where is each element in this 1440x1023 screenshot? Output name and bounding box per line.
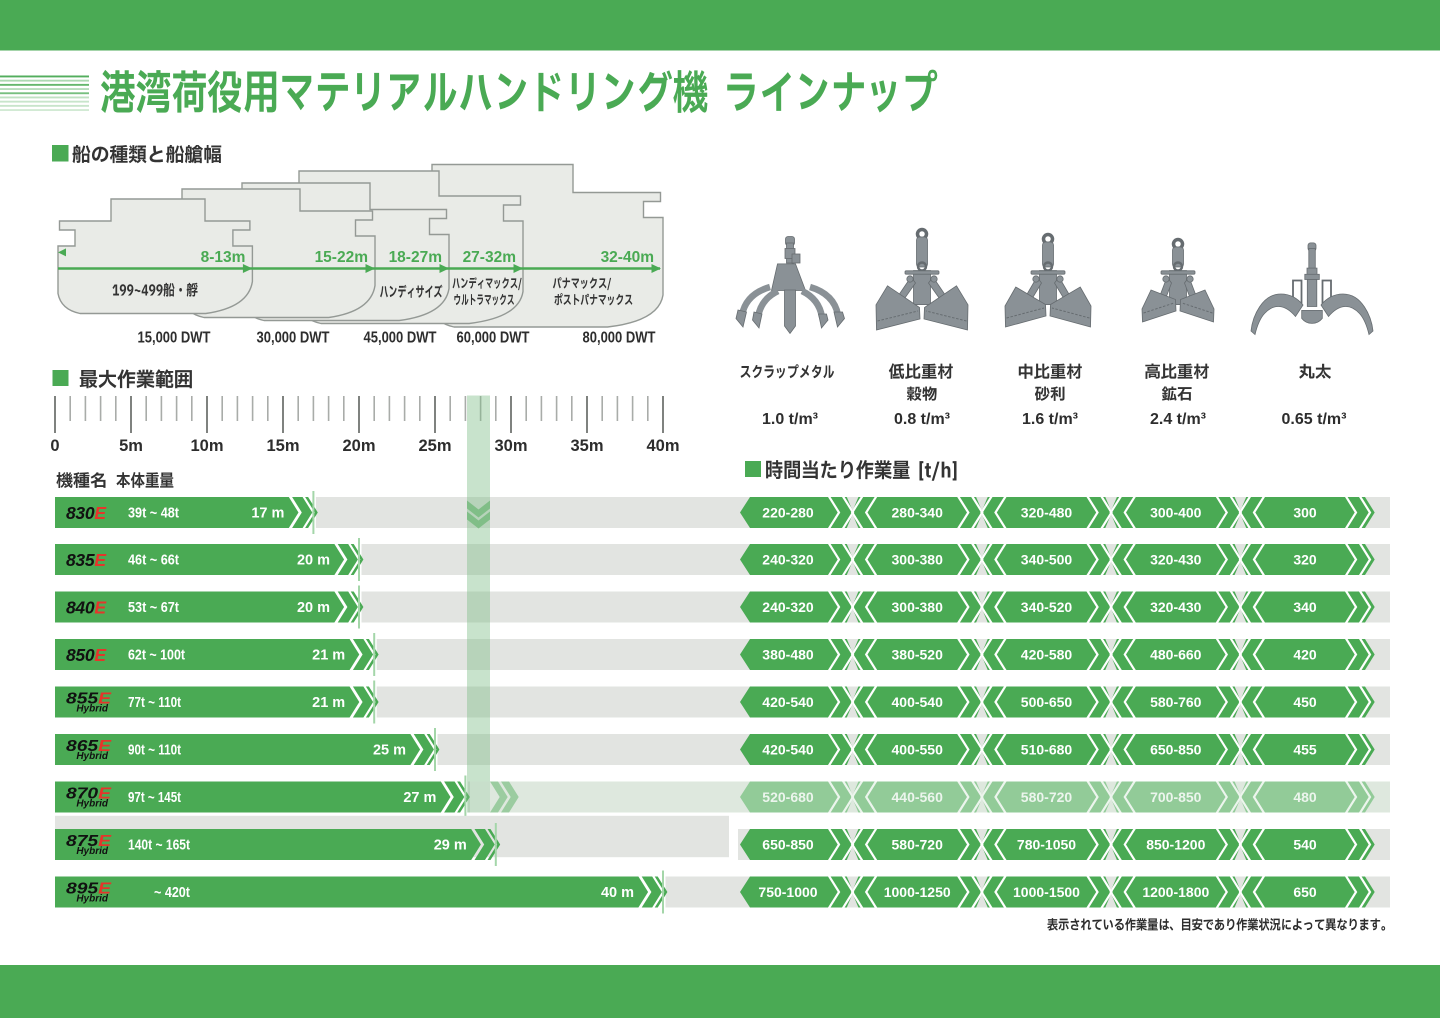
svg-text:340-520: 340-520 (1021, 599, 1073, 615)
svg-text:650: 650 (1293, 884, 1317, 900)
svg-text:32-40m: 32-40m (601, 249, 654, 266)
svg-text:Hybrid: Hybrid (76, 894, 109, 905)
svg-text:29 m: 29 m (434, 838, 467, 854)
svg-text:0.8 t/m³: 0.8 t/m³ (894, 411, 950, 428)
svg-text:8-13m: 8-13m (201, 249, 246, 266)
svg-text:650-850: 650-850 (762, 837, 814, 853)
svg-text:10m: 10m (190, 437, 223, 455)
svg-text:240-320: 240-320 (762, 552, 814, 568)
svg-text:780-1050: 780-1050 (1017, 837, 1076, 853)
svg-text:Hybrid: Hybrid (76, 846, 109, 857)
svg-text:850E: 850E (66, 645, 107, 665)
svg-text:400-550: 400-550 (892, 742, 944, 758)
svg-text:21 m: 21 m (312, 695, 345, 711)
svg-text:Hybrid: Hybrid (76, 704, 109, 715)
svg-text:280-340: 280-340 (892, 505, 944, 521)
svg-text:300-380: 300-380 (892, 552, 944, 568)
svg-text:1200-1800: 1200-1800 (1142, 884, 1209, 900)
svg-text:40 m: 40 m (601, 885, 634, 901)
svg-text:21 m: 21 m (312, 648, 345, 664)
svg-text:15m: 15m (266, 437, 299, 455)
svg-text:30m: 30m (494, 437, 527, 455)
svg-text:60,000 DWT: 60,000 DWT (457, 330, 530, 347)
svg-text:510-680: 510-680 (1021, 742, 1073, 758)
svg-text:46t ~ 66t: 46t ~ 66t (128, 553, 179, 569)
svg-text:1.0 t/m³: 1.0 t/m³ (762, 411, 818, 428)
svg-text:1.6 t/m³: 1.6 t/m³ (1022, 411, 1078, 428)
svg-text:35m: 35m (570, 437, 603, 455)
svg-text:540: 540 (1293, 837, 1317, 853)
svg-text:0.65 t/m³: 0.65 t/m³ (1282, 411, 1347, 428)
svg-text:Hybrid: Hybrid (76, 799, 109, 810)
svg-text:500-650: 500-650 (1021, 694, 1073, 710)
svg-text:20 m: 20 m (297, 553, 330, 569)
svg-text:320-430: 320-430 (1150, 552, 1202, 568)
svg-text:5m: 5m (119, 437, 143, 455)
svg-text:1000-1500: 1000-1500 (1013, 884, 1080, 900)
svg-text:450: 450 (1293, 694, 1317, 710)
svg-text:420: 420 (1293, 647, 1317, 663)
svg-text:80,000 DWT: 80,000 DWT (583, 330, 656, 347)
svg-text:20m: 20m (342, 437, 375, 455)
svg-text:25m: 25m (418, 437, 451, 455)
svg-text:40m: 40m (646, 437, 679, 455)
svg-text:53t ~ 67t: 53t ~ 67t (128, 600, 179, 616)
svg-text:650-850: 650-850 (1150, 742, 1202, 758)
svg-text:220-280: 220-280 (762, 505, 814, 521)
svg-text:15,000 DWT: 15,000 DWT (138, 330, 211, 347)
svg-text:420-540: 420-540 (762, 694, 814, 710)
svg-text:18-27m: 18-27m (389, 249, 442, 266)
svg-text:30,000 DWT: 30,000 DWT (257, 330, 330, 347)
svg-text:420-540: 420-540 (762, 742, 814, 758)
svg-text:580-760: 580-760 (1150, 694, 1202, 710)
svg-text:380-520: 380-520 (892, 647, 944, 663)
svg-text:340-500: 340-500 (1021, 552, 1073, 568)
svg-text:320: 320 (1293, 552, 1317, 568)
svg-text:320-480: 320-480 (1021, 505, 1073, 521)
svg-text:1000-1250: 1000-1250 (884, 884, 951, 900)
svg-text:0: 0 (50, 437, 59, 455)
svg-text:90t ~ 110t: 90t ~ 110t (128, 743, 181, 759)
svg-text:97t ~ 145t: 97t ~ 145t (128, 790, 181, 806)
svg-text:39t ~ 48t: 39t ~ 48t (128, 506, 179, 522)
svg-text:850-1200: 850-1200 (1146, 837, 1205, 853)
svg-text:27-32m: 27-32m (463, 249, 516, 266)
svg-text:320-430: 320-430 (1150, 599, 1202, 615)
svg-text:300: 300 (1293, 505, 1317, 521)
svg-text:240-320: 240-320 (762, 599, 814, 615)
svg-text:380-480: 380-480 (762, 647, 814, 663)
svg-text:62t ~ 100t: 62t ~ 100t (128, 648, 185, 664)
svg-text:455: 455 (1293, 742, 1317, 758)
svg-text:750-1000: 750-1000 (758, 884, 817, 900)
svg-text:480-660: 480-660 (1150, 647, 1202, 663)
svg-text:27 m: 27 m (403, 790, 436, 806)
svg-text:420-580: 420-580 (1021, 647, 1073, 663)
svg-text:300-380: 300-380 (892, 599, 944, 615)
svg-text:2.4 t/m³: 2.4 t/m³ (1150, 411, 1206, 428)
svg-text:25 m: 25 m (373, 743, 406, 759)
svg-text:400-540: 400-540 (892, 694, 944, 710)
svg-text:15-22m: 15-22m (315, 249, 368, 266)
svg-text:~ 420t: ~ 420t (154, 885, 190, 901)
svg-text:840E: 840E (66, 598, 107, 618)
svg-text:580-720: 580-720 (892, 837, 944, 853)
svg-text:20 m: 20 m (297, 600, 330, 616)
svg-text:340: 340 (1293, 599, 1317, 615)
svg-text:835E: 835E (66, 550, 107, 570)
svg-text:Hybrid: Hybrid (76, 751, 109, 762)
svg-text:300-400: 300-400 (1150, 505, 1202, 521)
svg-text:17 m: 17 m (251, 506, 284, 522)
svg-text:77t ~ 110t: 77t ~ 110t (128, 695, 181, 711)
svg-text:830E: 830E (66, 503, 107, 523)
svg-text:140t ~ 165t: 140t ~ 165t (128, 838, 190, 854)
svg-text:45,000 DWT: 45,000 DWT (364, 330, 437, 347)
